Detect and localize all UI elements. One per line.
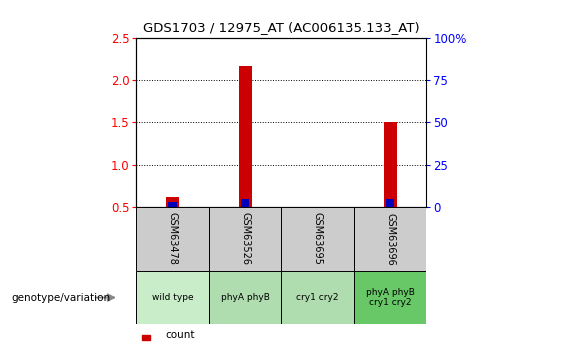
FancyBboxPatch shape: [209, 271, 281, 324]
Text: GSM63478: GSM63478: [168, 213, 177, 265]
Bar: [241, 198, 249, 207]
FancyBboxPatch shape: [354, 271, 426, 324]
Text: phyA phyB
cry1 cry2: phyA phyB cry1 cry2: [365, 288, 415, 307]
Bar: [142, 335, 150, 340]
Text: cry1 cry2: cry1 cry2: [296, 293, 339, 302]
Text: wild type: wild type: [152, 293, 193, 302]
Bar: [238, 66, 252, 207]
Text: GSM63526: GSM63526: [240, 213, 250, 265]
FancyBboxPatch shape: [136, 207, 209, 271]
Text: phyA phyB: phyA phyB: [220, 293, 270, 302]
FancyBboxPatch shape: [209, 207, 281, 271]
FancyBboxPatch shape: [281, 207, 354, 271]
FancyBboxPatch shape: [354, 207, 426, 271]
Bar: [168, 202, 177, 207]
FancyBboxPatch shape: [281, 271, 354, 324]
Bar: [383, 122, 397, 207]
Bar: [166, 197, 179, 207]
FancyBboxPatch shape: [136, 271, 209, 324]
Text: GSM63696: GSM63696: [385, 213, 395, 265]
Title: GDS1703 / 12975_AT (AC006135.133_AT): GDS1703 / 12975_AT (AC006135.133_AT): [143, 21, 419, 34]
Text: genotype/variation: genotype/variation: [12, 293, 111, 303]
Bar: [386, 198, 394, 207]
Text: GSM63695: GSM63695: [313, 213, 322, 265]
Text: count: count: [165, 330, 195, 340]
